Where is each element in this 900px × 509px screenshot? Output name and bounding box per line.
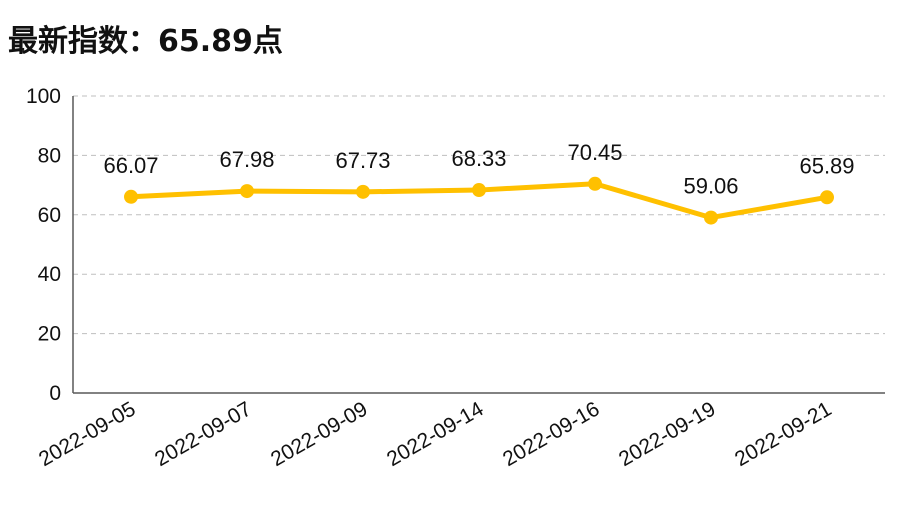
- x-tick-label-2022-09-14: 2022-09-14: [383, 397, 488, 471]
- data-point-2022-09-14: [472, 183, 486, 198]
- data-label-2022-09-19: 59.06: [683, 174, 738, 199]
- x-tick-label-2022-09-21: 2022-09-21: [731, 397, 836, 471]
- data-point-2022-09-07: [240, 184, 254, 199]
- data-label-2022-09-21: 65.89: [799, 153, 854, 178]
- x-tick-label-2022-09-19: 2022-09-19: [615, 397, 720, 471]
- data-point-2022-09-16: [588, 176, 602, 191]
- y-tick-label-60: 60: [38, 204, 61, 227]
- y-tick-label-40: 40: [38, 263, 61, 286]
- data-point-2022-09-19: [704, 210, 718, 225]
- x-tick-label-2022-09-07: 2022-09-07: [151, 397, 256, 471]
- data-point-2022-09-09: [356, 184, 370, 199]
- y-tick-label-20: 20: [38, 323, 61, 346]
- y-tick-label-0: 0: [49, 382, 61, 405]
- data-label-2022-09-05: 66.07: [103, 153, 158, 178]
- y-tick-label-100: 100: [26, 85, 61, 108]
- data-label-2022-09-16: 70.45: [567, 140, 622, 165]
- chart-title: 最新指数：65.89点: [8, 24, 283, 59]
- x-tick-label-2022-09-09: 2022-09-09: [267, 397, 372, 471]
- y-tick-label-80: 80: [38, 144, 61, 167]
- data-label-2022-09-07: 67.98: [219, 147, 274, 172]
- data-label-2022-09-14: 68.33: [451, 146, 506, 171]
- x-tick-label-2022-09-16: 2022-09-16: [499, 397, 604, 471]
- data-label-2022-09-09: 67.73: [335, 148, 390, 173]
- data-point-2022-09-21: [820, 190, 834, 205]
- data-point-2022-09-05: [124, 189, 138, 204]
- x-tick-label-2022-09-05: 2022-09-05: [35, 397, 140, 471]
